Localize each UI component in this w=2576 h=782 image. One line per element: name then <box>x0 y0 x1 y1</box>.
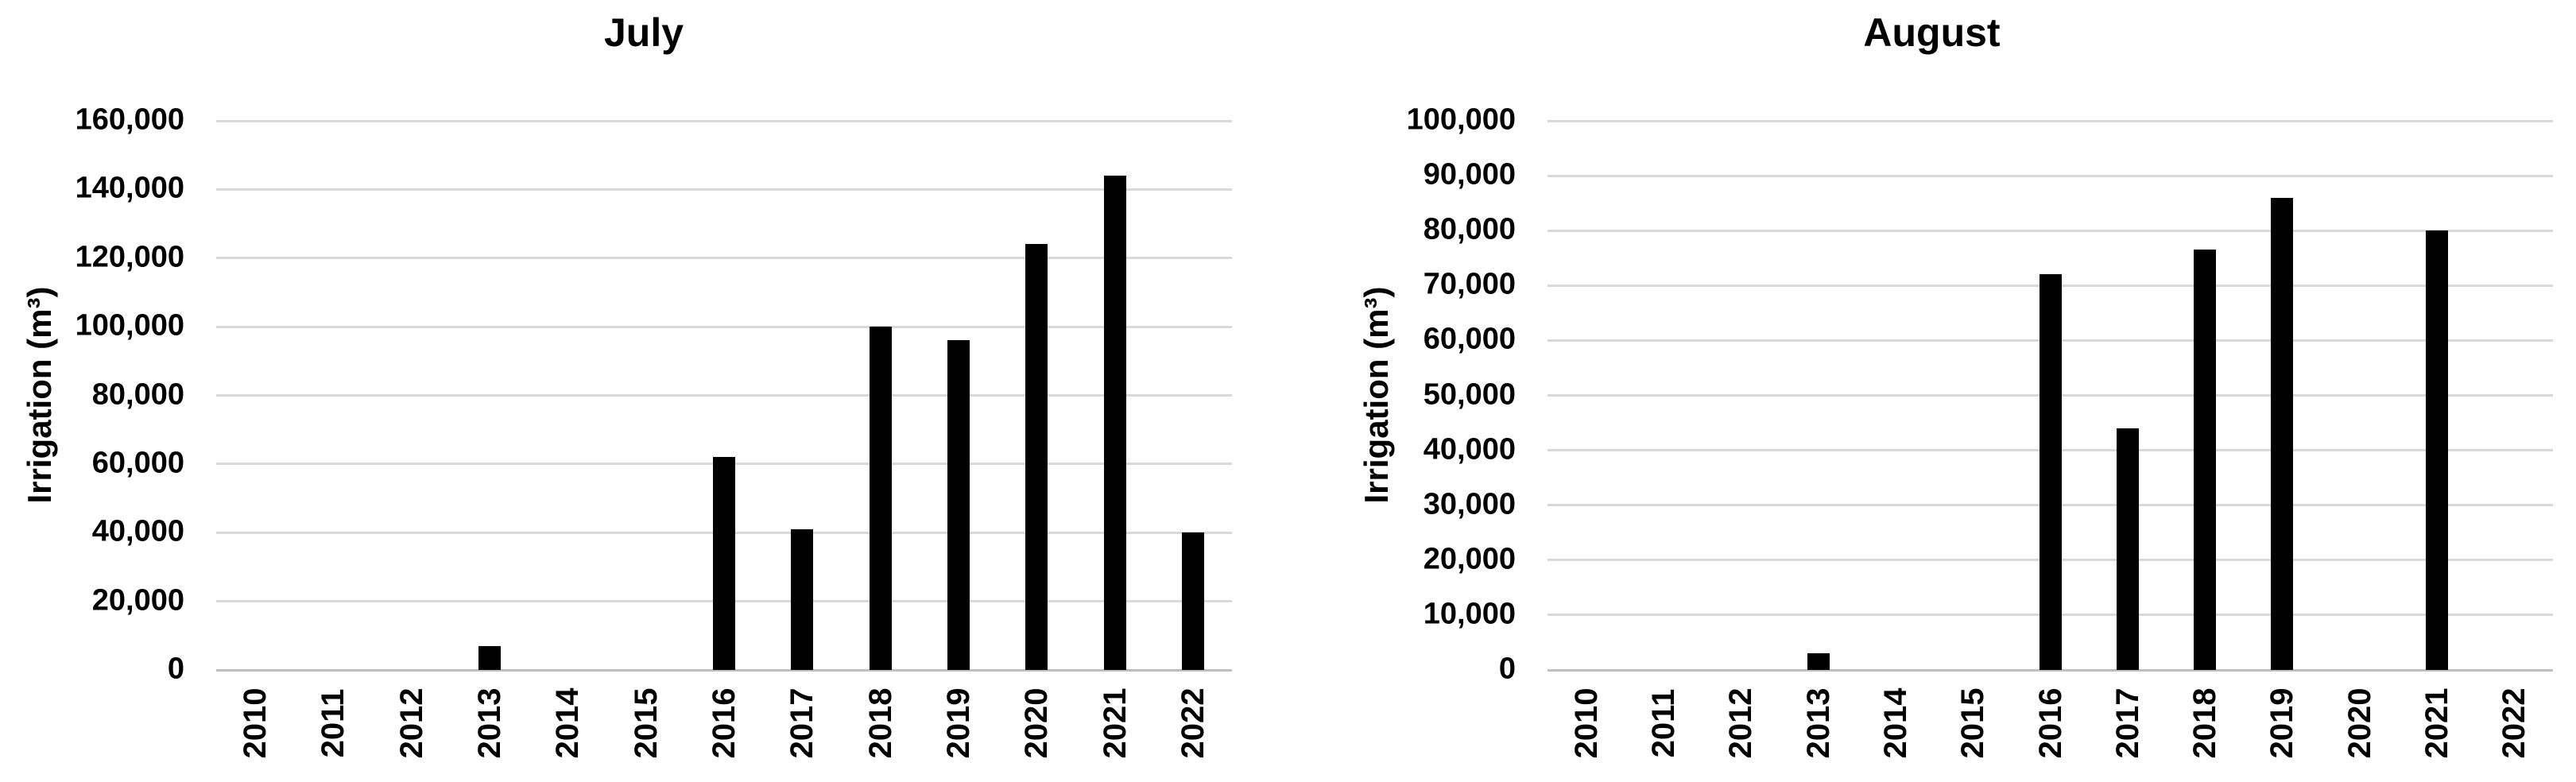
x-tick-label-2021: 2021 <box>1097 687 1133 759</box>
x-tick-label-2010: 2010 <box>238 687 273 759</box>
gridline <box>1548 229 2553 232</box>
gridline <box>1548 174 2553 177</box>
x-tick-label-2021: 2021 <box>2419 687 2455 759</box>
x-tick-label-2020: 2020 <box>2342 687 2377 759</box>
y-tick-label: 70,000 <box>1423 267 1516 301</box>
y-tick-label: 160,000 <box>75 103 184 137</box>
x-tick-label-2018: 2018 <box>2187 687 2223 759</box>
gridline <box>216 119 1232 122</box>
chart-title-july: July <box>603 10 684 55</box>
x-tick-label-2015: 2015 <box>628 687 664 759</box>
x-tick-label-2012: 2012 <box>393 687 429 759</box>
x-tick-label-2014: 2014 <box>1877 687 1913 759</box>
y-tick-label: 60,000 <box>1423 322 1516 356</box>
x-tick-label-2016: 2016 <box>2032 687 2068 759</box>
gridline <box>1548 119 2553 122</box>
gridline <box>216 257 1232 260</box>
gridline <box>216 325 1232 328</box>
x-tick-label-2012: 2012 <box>1723 687 1759 759</box>
y-tick-label: 20,000 <box>91 583 184 617</box>
bar-2017 <box>791 528 814 670</box>
bar-2013 <box>478 645 502 670</box>
x-tick-label-2015: 2015 <box>1955 687 1991 759</box>
y-tick-label: 80,000 <box>1423 212 1516 246</box>
bar-2018 <box>2194 250 2217 670</box>
bar-2020 <box>1025 244 1048 670</box>
x-tick-label-2017: 2017 <box>784 687 820 759</box>
bar-chart-july: July Irrigation (m³) 0 20,000 40,000 60,000… <box>21 10 1232 759</box>
y-tick-label: 80,000 <box>91 377 184 411</box>
x-axis-line <box>1548 668 2553 672</box>
y-tick-label: 10,000 <box>1423 597 1516 631</box>
y-tick-label: 100,000 <box>1406 103 1516 137</box>
x-tick-label-2011: 2011 <box>316 688 351 758</box>
gridline <box>216 188 1232 191</box>
y-tick-label: 30,000 <box>1423 487 1516 521</box>
x-tick-label-2014: 2014 <box>550 687 586 759</box>
bar-2022 <box>1181 532 1204 670</box>
bar-2019 <box>947 340 970 670</box>
chart-title-august: August <box>1863 10 2001 55</box>
x-tick-label-2022: 2022 <box>2497 687 2532 759</box>
x-tick-label-2018: 2018 <box>862 687 898 759</box>
bar-2021 <box>1103 176 1126 670</box>
y-tick-label: 90,000 <box>1423 157 1516 192</box>
y-tick-label: 40,000 <box>91 514 184 548</box>
x-tick-label-2011: 2011 <box>1645 688 1681 758</box>
y-tick-label: 20,000 <box>1423 542 1516 576</box>
y-tick-label: 120,000 <box>75 240 184 274</box>
x-tick-label-2019: 2019 <box>2264 687 2300 759</box>
bar-2018 <box>869 327 892 670</box>
plot-area-august <box>1548 119 2553 672</box>
bar-2013 <box>1807 653 1830 670</box>
y-tick-label: 140,000 <box>75 171 184 205</box>
y-tick-label: 100,000 <box>75 308 184 343</box>
bar-2021 <box>2426 230 2449 670</box>
bar-2016 <box>2039 274 2062 670</box>
gridline <box>216 394 1232 397</box>
plot-area-july <box>216 119 1232 672</box>
x-tick-label-2020: 2020 <box>1019 687 1055 759</box>
x-tick-label-2010: 2010 <box>1568 687 1604 759</box>
x-tick-label-2017: 2017 <box>2109 687 2145 759</box>
y-tick-label: 0 <box>167 652 184 686</box>
y-tick-label: 0 <box>1498 652 1516 686</box>
x-tick-label-2013: 2013 <box>1800 687 1836 759</box>
x-tick-label-2022: 2022 <box>1175 687 1211 759</box>
bar-2016 <box>713 457 735 670</box>
bar-2017 <box>2116 428 2139 670</box>
x-tick-label-2019: 2019 <box>940 687 976 759</box>
x-tick-label-2016: 2016 <box>707 687 742 759</box>
bar-chart-august: August Irrigation (m³) 0 10,000 20,000 30,0… <box>1288 0 2576 782</box>
x-tick-label-2013: 2013 <box>472 687 508 759</box>
bar-2019 <box>2271 197 2294 670</box>
y-tick-label: 40,000 <box>1423 432 1516 466</box>
y-tick-label: 60,000 <box>91 446 184 480</box>
y-tick-label: 50,000 <box>1423 377 1516 411</box>
x-axis-line <box>216 668 1232 672</box>
